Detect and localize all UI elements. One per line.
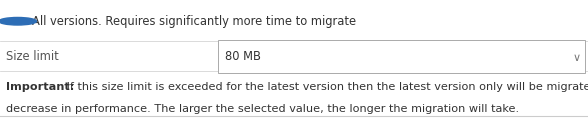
Text: decrease in performance. The larger the selected value, the longer the migration: decrease in performance. The larger the … (6, 104, 519, 114)
Text: Size limit: Size limit (6, 50, 59, 63)
Text: All versions. Requires significantly more time to migrate: All versions. Requires significantly mor… (32, 15, 356, 28)
Text: Important:: Important: (6, 82, 74, 92)
Text: ∨: ∨ (572, 53, 580, 63)
Circle shape (0, 17, 36, 25)
Text: 80 MB: 80 MB (225, 50, 260, 63)
Text: If this size limit is exceeded for the latest version then the latest version on: If this size limit is exceeded for the l… (63, 82, 588, 92)
FancyBboxPatch shape (218, 40, 585, 73)
